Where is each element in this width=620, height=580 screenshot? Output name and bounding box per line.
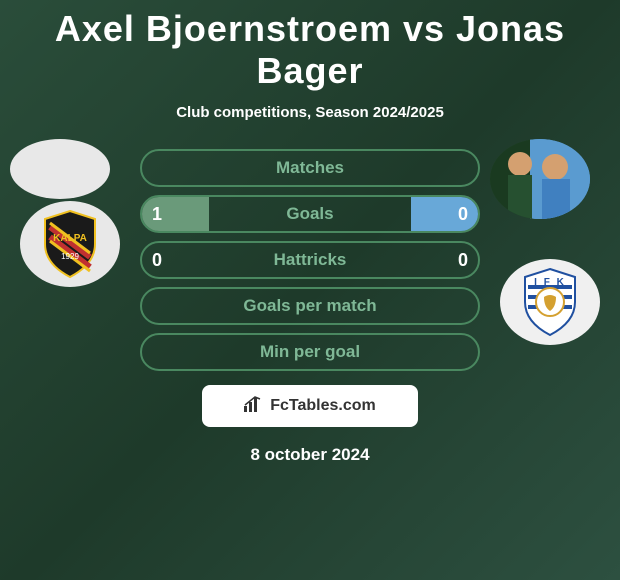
stat-label: Min per goal [142, 342, 478, 362]
shield-icon: I F K [520, 267, 580, 337]
club-left-badge: KALPA 1929 [20, 201, 120, 287]
stat-row: Min per goal [140, 333, 480, 371]
comparison-title: Axel Bjoernstroem vs Jonas Bager [0, 0, 620, 92]
attribution-badge: FcTables.com [202, 385, 418, 427]
stat-label: Hattricks [142, 250, 478, 270]
stat-label: Goals [142, 204, 478, 224]
svg-text:KALPA: KALPA [53, 233, 87, 244]
stat-label: Goals per match [142, 296, 478, 316]
shield-icon: KALPA 1929 [40, 209, 100, 279]
stat-pill: Min per goal [140, 333, 480, 371]
stat-row: Matches [140, 149, 480, 187]
stats-container: Matches1Goals00Hattricks0Goals per match… [140, 149, 480, 371]
snapshot-date: 8 october 2024 [0, 445, 620, 465]
stat-pill: Goals per match [140, 287, 480, 325]
club-right-badge: I F K [500, 259, 600, 345]
stat-row: 1Goals0 [140, 195, 480, 233]
svg-text:1929: 1929 [61, 252, 79, 261]
chart-icon [244, 396, 264, 417]
player-left-photo [10, 139, 110, 199]
stat-value-right: 0 [458, 250, 468, 271]
stat-pill: 0Hattricks0 [140, 241, 480, 279]
stat-label: Matches [142, 158, 478, 178]
svg-text:I F K: I F K [534, 277, 566, 288]
stat-pill: 1Goals0 [140, 195, 480, 233]
stat-row: Goals per match [140, 287, 480, 325]
stat-row: 0Hattricks0 [140, 241, 480, 279]
attribution-text: FcTables.com [270, 397, 376, 415]
stat-value-right: 0 [458, 204, 468, 225]
season-subtitle: Club competitions, Season 2024/2025 [0, 104, 620, 121]
comparison-content: KALPA 1929 I F K Matches1Goals00Hattrick… [0, 149, 620, 465]
player-silhouette-icon [490, 139, 590, 219]
stat-pill: Matches [140, 149, 480, 187]
player-right-photo [490, 139, 590, 219]
